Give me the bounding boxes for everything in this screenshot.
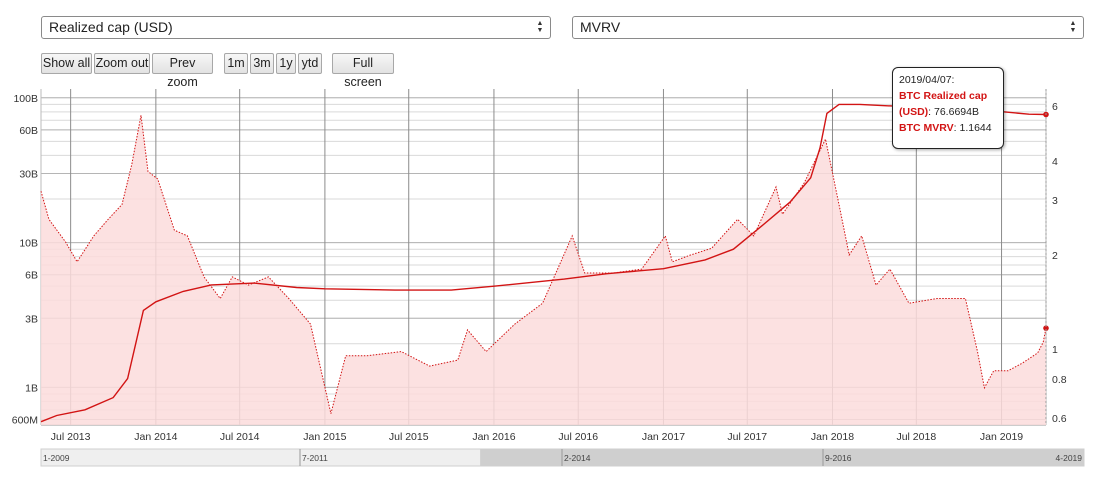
range-1m-button[interactable]: 1m: [224, 53, 248, 74]
full-screen-button[interactable]: Full screen: [332, 53, 394, 89]
zoom-out-button[interactable]: Zoom out: [94, 53, 150, 74]
right-series-select-value: MVRV: [580, 19, 621, 35]
x-tick-label: Jan 2018: [811, 431, 854, 443]
y-left-tick-label: 1B: [25, 382, 38, 394]
navigator-label: 7-2011: [302, 453, 328, 463]
tooltip-date: 2019/04/07:: [899, 74, 955, 86]
hover-markers: [1043, 89, 1049, 425]
x-tick-label: Jul 2013: [51, 431, 91, 443]
tooltip-series1-label: BTC Realized cap (USD): [899, 90, 988, 118]
range-ytd-button[interactable]: ytd: [298, 53, 322, 74]
mvrv-area: [41, 115, 1046, 426]
x-tick-label: Jan 2015: [303, 431, 346, 443]
navigator-label: 2-2014: [564, 453, 591, 463]
tooltip-series2-label: BTC MVRV: [899, 122, 954, 134]
left-axis: 600M 1B 3B 6B 10B 30B 60B 100B: [12, 93, 38, 427]
x-tick-label: Jan 2014: [134, 431, 177, 443]
tooltip-mvrv: BTC MVRV: 1.1644: [899, 120, 997, 136]
range-1y-button[interactable]: 1y: [276, 53, 296, 74]
chart-tooltip: 2019/04/07: BTC Realized cap (USD): 76.6…: [892, 67, 1004, 149]
tooltip-realized-cap: BTC Realized cap (USD): 76.6694B: [899, 88, 997, 120]
show-all-button[interactable]: Show all: [41, 53, 92, 74]
right-series-select[interactable]: MVRV ▲ ▼: [572, 16, 1084, 39]
tooltip-series2-value: : 1.1644: [953, 122, 992, 134]
y-right-tick-label: 0.6: [1052, 413, 1067, 425]
x-tick-label: Jan 2017: [642, 431, 685, 443]
left-series-select[interactable]: Realized cap (USD) ▲ ▼: [41, 16, 551, 39]
right-axis: 0.6 0.8 1 2 3 4 6: [1052, 101, 1067, 425]
prev-zoom-button[interactable]: Prev zoom: [152, 53, 213, 89]
x-tick-label: Jan 2016: [472, 431, 515, 443]
y-left-tick-label: 100B: [13, 93, 38, 105]
y-right-tick-label: 0.8: [1052, 374, 1067, 386]
y-left-tick-label: 10B: [19, 238, 38, 250]
y-right-tick-label: 1: [1052, 344, 1058, 356]
x-axis: Jul 2013 Jan 2014 Jul 2014 Jan 2015 Jul 2015…: [51, 431, 1024, 443]
y-left-tick-label: 6B: [25, 270, 38, 282]
x-tick-label: Jul 2015: [389, 431, 429, 443]
y-right-tick-label: 2: [1052, 250, 1058, 262]
navigator-label: 1-2009: [43, 453, 70, 463]
x-tick-label: Jan 2019: [980, 431, 1023, 443]
realized-cap-line: [40, 103, 1047, 423]
select-arrows-icon: ▲ ▼: [1069, 20, 1077, 34]
y-left-tick-label: 30B: [19, 169, 38, 181]
mvrv-marker: [1043, 325, 1049, 331]
navigator-selected-range: [480, 449, 1084, 466]
y-left-tick-label: 3B: [25, 313, 38, 325]
y-right-tick-label: 3: [1052, 195, 1058, 207]
navigator-label: 4-2019: [1056, 453, 1083, 463]
left-series-select-value: Realized cap (USD): [49, 19, 173, 35]
mvrv-line: [40, 115, 1047, 414]
y-left-tick-label: 60B: [19, 125, 38, 137]
x-tick-label: Jul 2018: [896, 431, 936, 443]
select-arrows-icon: ▲ ▼: [536, 20, 544, 34]
tooltip-series1-value: : 76.6694B: [928, 106, 979, 118]
navigator[interactable]: 1-2009 7-2011 2-2014 9-2016 4-2019: [40, 448, 1085, 467]
y-right-tick-label: 4: [1052, 156, 1058, 168]
x-tick-label: Jul 2017: [727, 431, 767, 443]
y-right-tick-label: 6: [1052, 101, 1058, 113]
range-3m-button[interactable]: 3m: [250, 53, 274, 74]
x-tick-label: Jul 2014: [220, 431, 260, 443]
y-left-tick-label: 600M: [12, 415, 38, 427]
navigator-label: 9-2016: [825, 453, 852, 463]
x-tick-label: Jul 2016: [558, 431, 598, 443]
